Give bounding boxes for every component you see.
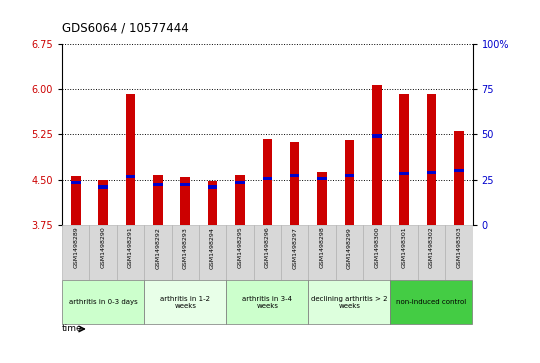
Bar: [281, 225, 308, 280]
Bar: [199, 225, 226, 280]
Bar: [62, 225, 90, 280]
Text: GDS6064 / 10577444: GDS6064 / 10577444: [62, 21, 189, 34]
Text: GSM1498298: GSM1498298: [320, 227, 325, 269]
Text: GSM1498293: GSM1498293: [183, 227, 188, 269]
Bar: [336, 225, 363, 280]
Bar: [427, 94, 436, 225]
Bar: [445, 225, 472, 280]
Text: GSM1498292: GSM1498292: [156, 227, 160, 269]
Bar: [71, 176, 80, 225]
Bar: [290, 174, 300, 177]
Bar: [390, 225, 418, 280]
Bar: [308, 280, 390, 324]
Bar: [345, 174, 354, 177]
Bar: [390, 280, 472, 324]
Text: GSM1498296: GSM1498296: [265, 227, 270, 269]
Bar: [454, 169, 464, 172]
Bar: [126, 94, 136, 225]
Bar: [317, 172, 327, 225]
Text: GSM1498299: GSM1498299: [347, 227, 352, 269]
Bar: [153, 175, 163, 225]
Text: GSM1498290: GSM1498290: [100, 227, 106, 269]
Bar: [126, 175, 136, 178]
Bar: [345, 140, 354, 225]
Bar: [363, 225, 390, 280]
Bar: [117, 225, 144, 280]
Bar: [172, 225, 199, 280]
Bar: [226, 225, 254, 280]
Text: arthritis in 3-4
weeks: arthritis in 3-4 weeks: [242, 296, 292, 309]
Bar: [262, 139, 272, 225]
Text: GSM1498297: GSM1498297: [292, 227, 297, 269]
Bar: [180, 183, 190, 186]
Bar: [98, 180, 108, 225]
Text: GSM1498291: GSM1498291: [128, 227, 133, 269]
Bar: [90, 225, 117, 280]
Bar: [208, 185, 218, 189]
Bar: [317, 177, 327, 180]
Text: non-induced control: non-induced control: [396, 299, 467, 305]
Text: GSM1498301: GSM1498301: [402, 227, 407, 268]
Text: GSM1498303: GSM1498303: [456, 227, 461, 269]
Bar: [180, 177, 190, 225]
Bar: [254, 225, 281, 280]
Text: arthritis in 0-3 days: arthritis in 0-3 days: [69, 299, 138, 305]
Bar: [235, 181, 245, 184]
Text: time: time: [62, 325, 83, 334]
Bar: [427, 171, 436, 174]
Bar: [454, 131, 464, 225]
Text: GSM1498302: GSM1498302: [429, 227, 434, 269]
Bar: [372, 85, 382, 225]
Bar: [290, 142, 300, 225]
Bar: [262, 177, 272, 180]
Text: GSM1498300: GSM1498300: [374, 227, 379, 268]
Bar: [399, 172, 409, 175]
Bar: [153, 183, 163, 186]
Bar: [208, 181, 218, 225]
Bar: [98, 185, 108, 189]
Text: GSM1498294: GSM1498294: [210, 227, 215, 269]
Text: GSM1498295: GSM1498295: [238, 227, 242, 269]
Bar: [144, 280, 226, 324]
Bar: [308, 225, 336, 280]
Bar: [399, 94, 409, 225]
Bar: [226, 280, 308, 324]
Bar: [71, 181, 80, 184]
Bar: [372, 134, 382, 138]
Bar: [62, 280, 144, 324]
Text: GSM1498289: GSM1498289: [73, 227, 78, 269]
Text: declining arthritis > 2
weeks: declining arthritis > 2 weeks: [311, 296, 388, 309]
Bar: [418, 225, 445, 280]
Text: arthritis in 1-2
weeks: arthritis in 1-2 weeks: [160, 296, 210, 309]
Bar: [235, 175, 245, 225]
Bar: [144, 225, 172, 280]
